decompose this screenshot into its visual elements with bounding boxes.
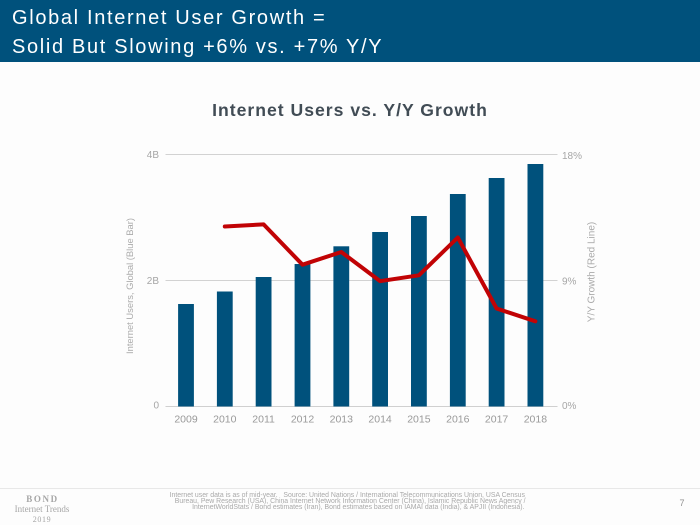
svg-text:9%: 9% <box>562 276 577 287</box>
svg-text:18%: 18% <box>562 151 582 162</box>
svg-text:0: 0 <box>153 400 159 411</box>
svg-text:2018: 2018 <box>524 414 548 426</box>
svg-text:2016: 2016 <box>446 414 470 426</box>
svg-text:2014: 2014 <box>368 414 392 426</box>
svg-text:2012: 2012 <box>291 414 315 426</box>
svg-text:4B: 4B <box>147 150 160 161</box>
svg-text:2013: 2013 <box>330 414 354 426</box>
svg-text:Internet Users, Global (Blue B: Internet Users, Global (Blue Bar) <box>124 218 135 354</box>
svg-text:2010: 2010 <box>213 414 237 426</box>
svg-text:2B: 2B <box>147 276 160 287</box>
svg-text:2011: 2011 <box>252 414 275 426</box>
svg-text:2015: 2015 <box>407 414 431 426</box>
svg-text:0%: 0% <box>562 401 577 412</box>
svg-text:Y/Y Growth (Red Line): Y/Y Growth (Red Line) <box>587 222 598 322</box>
svg-text:2017: 2017 <box>485 414 509 426</box>
svg-text:2009: 2009 <box>174 414 198 426</box>
